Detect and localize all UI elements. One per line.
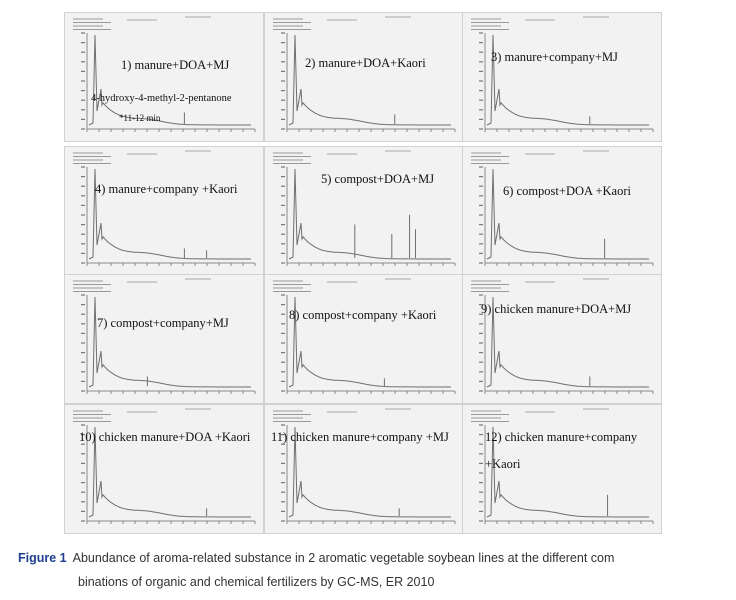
chromatogram-trace [273,278,456,394]
chromatogram-panel-1: 1) manure+DOA+MJ 4-hydroxy-4-methyl-2-pe… [64,12,264,142]
chromatogram-trace [471,408,654,524]
panel-label: 7) compost+company+MJ [97,316,229,330]
panel-label: 3) manure+company+MJ [491,50,618,64]
compound-annotation: 4-hydroxy-4-methyl-2-pentanone [91,93,232,104]
panel-label: 12) chicken manure+company [485,430,638,444]
panel-label-continuation: +Kaori [485,457,521,471]
panel-label: 6) compost+DOA +Kaori [503,184,631,198]
chromatogram-panel-5: 5) compost+DOA+MJ [264,146,464,276]
chromatogram-trace [273,16,456,132]
chromatogram-panel-12: 12) chicken manure+company +Kaori [462,404,662,534]
figure-caption: Figure 1 Abundance of aroma-related subst… [18,546,730,594]
chromatogram-panel-9: 9) chicken manure+DOA+MJ [462,274,662,404]
chromatogram-trace [73,278,256,394]
chromatogram-trace [471,16,654,132]
figure-label: Figure 1 [18,551,67,565]
panel-label: 5) compost+DOA+MJ [321,172,435,186]
chromatogram-panel-7: 7) compost+company+MJ [64,274,264,404]
panel-label: 11) chicken manure+company +MJ [271,430,449,444]
chromatogram-panel-6: 6) compost+DOA +Kaori [462,146,662,276]
chromatogram-panel-2: 2) manure+DOA+Kaori [264,12,464,142]
panel-label: 8) compost+company +Kaori [289,308,437,322]
chromatogram-trace [73,408,256,524]
panel-label: 10) chicken manure+DOA +Kaori [79,430,251,444]
panel-label: 2) manure+DOA+Kaori [305,56,426,70]
chromatogram-trace [73,150,256,266]
chromatogram-trace [471,278,654,394]
chromatogram-panel-4: 4) manure+company +Kaori [64,146,264,276]
caption-line-1: Abundance of aroma-related substance in … [72,551,615,565]
chromatogram-panel-3: 3) manure+company+MJ [462,12,662,142]
retention-time-annotation: *11-12 min [119,113,161,123]
chromatogram-panel-11: 11) chicken manure+company +MJ [264,404,464,534]
panel-label: 9) chicken manure+DOA+MJ [481,302,632,316]
chromatogram-panel-10: 10) chicken manure+DOA +Kaori [64,404,264,534]
caption-line-2: binations of organic and chemical fertil… [78,575,435,589]
chromatogram-trace [273,408,456,524]
chromatogram-figure: 1) manure+DOA+MJ 4-hydroxy-4-methyl-2-pe… [58,8,664,534]
chromatogram-panel-8: 8) compost+company +Kaori [264,274,464,404]
panel-label: 1) manure+DOA+MJ [121,58,230,72]
chromatogram-trace [273,150,456,266]
chromatogram-trace [471,150,654,266]
panel-label: 4) manure+company +Kaori [95,182,238,196]
chromatogram-trace [73,16,256,132]
